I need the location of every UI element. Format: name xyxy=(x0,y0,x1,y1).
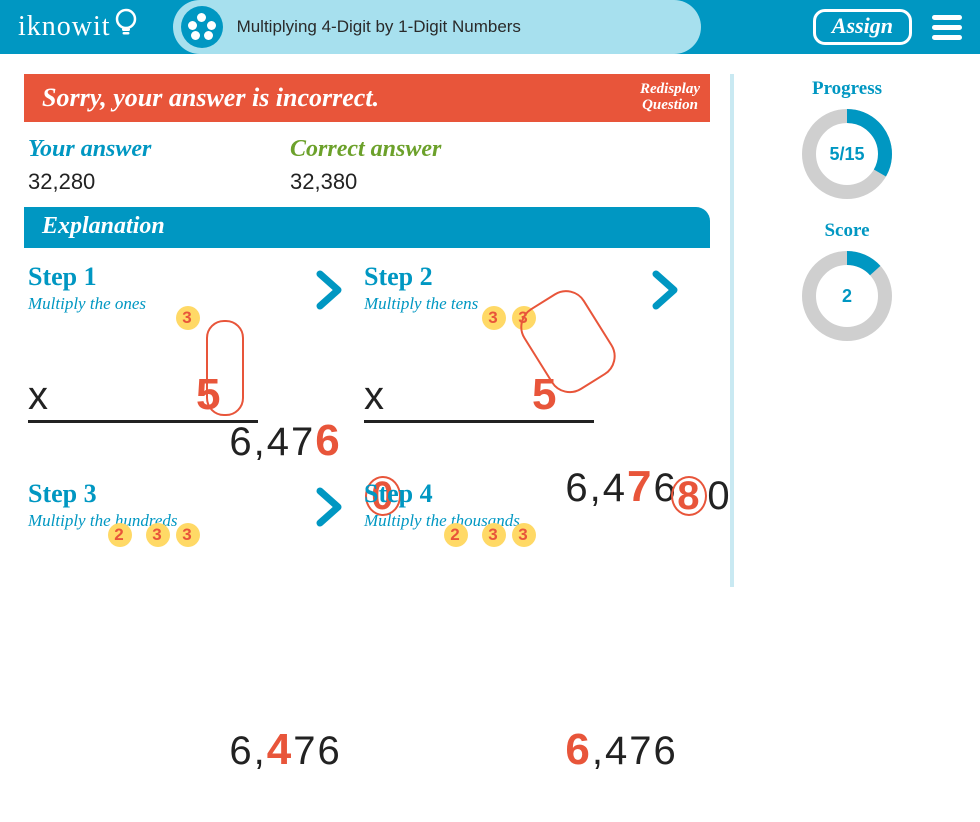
steps-grid: Step 1 Multiply the ones 3 6,476 x5 0 xyxy=(24,248,710,587)
sidebar: Progress 5/15 Score 2 xyxy=(730,74,960,587)
chevron-right-icon xyxy=(650,268,682,317)
menu-icon[interactable] xyxy=(932,10,962,45)
lesson-icon xyxy=(181,6,223,48)
answers-row: Your answer 32,280 Correct answer 32,380 xyxy=(24,122,710,207)
score-ring: 2 xyxy=(799,248,895,344)
lightbulb-icon xyxy=(113,7,139,47)
correct-answer-label: Correct answer xyxy=(290,136,441,163)
redisplay-question-button[interactable]: Redisplay Question xyxy=(636,82,704,114)
chevron-right-icon xyxy=(314,485,346,534)
main-column: Sorry, your answer is incorrect. Redispl… xyxy=(24,74,710,587)
progress-text: 5/15 xyxy=(799,106,895,202)
step-2: Step 2 Multiply the tens 3 3 6,476 x5 8 xyxy=(364,262,700,469)
carry-digit: 3 xyxy=(512,523,536,547)
assign-button[interactable]: Assign xyxy=(813,9,912,45)
your-answer-block: Your answer 32,280 xyxy=(28,136,290,195)
lesson-title: Multiplying 4-Digit by 1-Digit Numbers xyxy=(237,17,521,37)
score-text: 2 xyxy=(799,248,895,344)
carry-digit: 3 xyxy=(482,523,506,547)
step-4-math: 2 3 3 6,476 xyxy=(364,541,624,587)
progress-label: Progress xyxy=(734,78,960,100)
topbar: iknowit Multiplying 4-Digit by 1-Digit N… xyxy=(0,0,980,54)
carry-digit: 2 xyxy=(444,523,468,547)
carry-digit: 3 xyxy=(482,306,506,330)
your-answer-label: Your answer xyxy=(28,136,290,163)
carry-digit: 3 xyxy=(176,523,200,547)
step-1: Step 1 Multiply the ones 3 6,476 x5 0 xyxy=(28,262,364,469)
incorrect-alert: Sorry, your answer is incorrect. Redispl… xyxy=(24,74,710,122)
chevron-right-icon xyxy=(314,268,346,317)
carry-digit: 3 xyxy=(176,306,200,330)
your-answer-value: 32,280 xyxy=(28,169,290,195)
step-4-title: Step 4 xyxy=(364,479,700,509)
step-4: Step 4 Multiply the thousands 2 3 3 6,47… xyxy=(364,479,700,587)
brand-logo[interactable]: iknowit xyxy=(18,7,139,47)
score-label: Score xyxy=(734,220,960,242)
carry-digit: 2 xyxy=(108,523,132,547)
carry-digit: 3 xyxy=(512,306,536,330)
explanation-header: Explanation xyxy=(24,207,710,248)
step-2-math: 3 3 6,476 x5 80 xyxy=(364,324,624,469)
carry-digit: 3 xyxy=(146,523,170,547)
correct-answer-block: Correct answer 32,380 xyxy=(290,136,441,195)
progress-ring: 5/15 xyxy=(799,106,895,202)
correct-answer-value: 32,380 xyxy=(290,169,441,195)
alert-message: Sorry, your answer is incorrect. xyxy=(42,83,626,113)
brand-text: iknowit xyxy=(18,11,111,43)
step-1-math: 3 6,476 x5 0 xyxy=(28,324,288,469)
step-3-math: 2 3 3 6,476 xyxy=(28,541,288,587)
step-3: Step 3 Multiply the hundreds 2 3 3 6,476 xyxy=(28,479,364,587)
lesson-title-pill: Multiplying 4-Digit by 1-Digit Numbers xyxy=(173,0,701,54)
